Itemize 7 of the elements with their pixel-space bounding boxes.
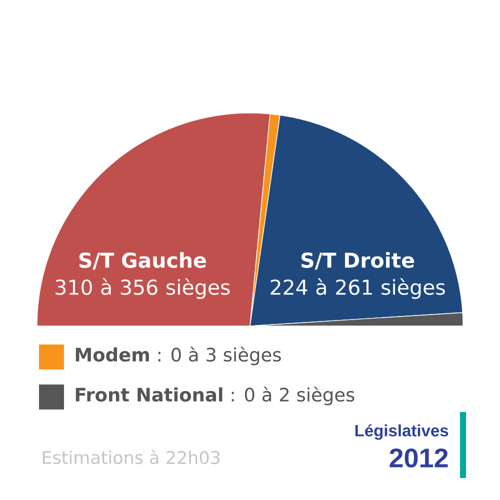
text: 2012 — [390, 448, 448, 468]
legend-label: Modem : 0 à 3 sièges — [76, 346, 281, 366]
text: Estimations à 22h03 — [42, 450, 220, 464]
slice-label: S/T Droite 224 à 261 sièges — [270, 252, 445, 299]
text: Législatives — [355, 424, 448, 440]
legend-label: Front National : 0 à 2 sièges — [76, 386, 354, 406]
slice-label: S/T Gauche 310 à 356 sièges — [56, 252, 230, 299]
